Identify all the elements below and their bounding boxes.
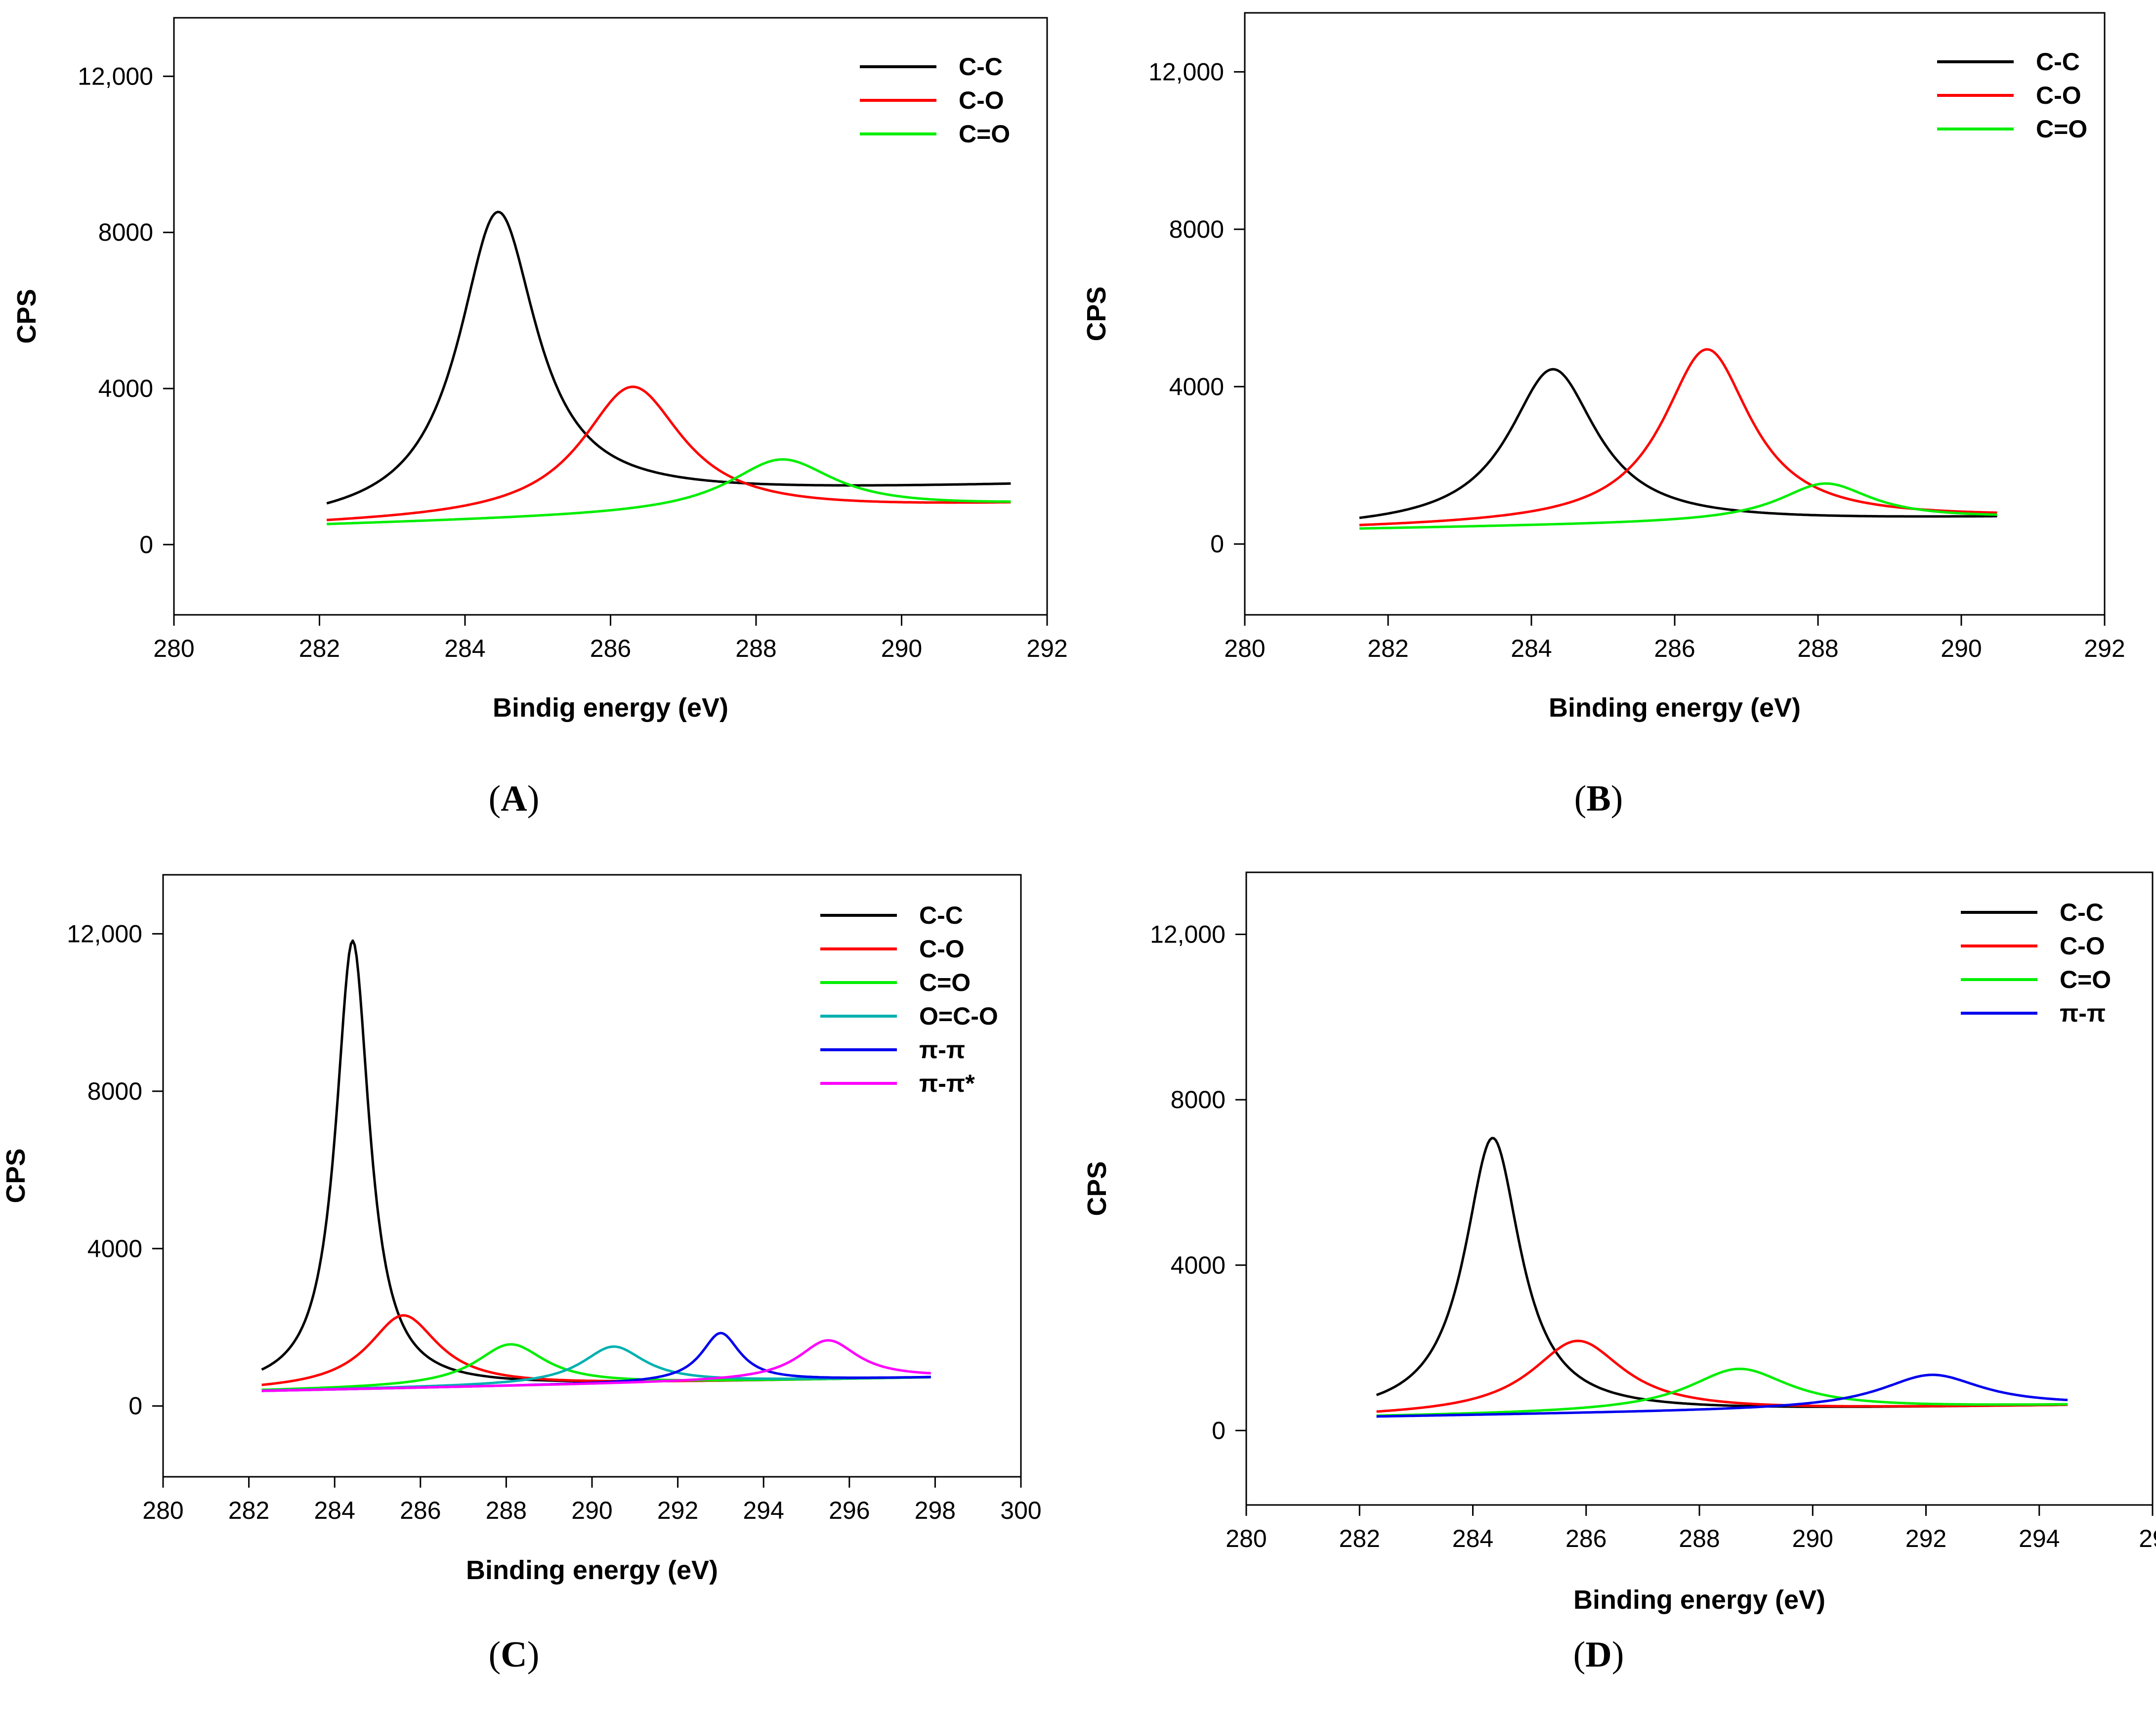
x-tick-label: 284: [444, 635, 485, 662]
y-tick-label: 8000: [87, 1077, 142, 1105]
x-tick-label: 286: [1565, 1525, 1606, 1552]
x-tick-label: 286: [1654, 635, 1695, 662]
x-tick-label: 292: [2084, 635, 2125, 662]
series-line-C=O: [1359, 482, 1997, 530]
x-tick-label: 284: [314, 1497, 355, 1524]
legend-label: C-O: [2060, 932, 2105, 960]
y-tick-label: 12,000: [1148, 58, 1224, 86]
panel-label: (A): [489, 778, 540, 819]
panel-label: (C): [489, 1634, 540, 1675]
x-axis-label: Bindig energy (eV): [493, 693, 728, 723]
series-line-C-O: [1359, 348, 1997, 526]
series-line-C-O: [327, 386, 1011, 521]
y-tick-label: 0: [1210, 530, 1224, 558]
series-line-π-π: [1376, 1373, 2068, 1418]
x-axis-label: Binding energy (eV): [1573, 1585, 1825, 1615]
x-tick-label: 284: [1511, 635, 1552, 662]
x-tick-label: 294: [743, 1497, 784, 1524]
x-tick-label: 292: [1905, 1525, 1946, 1552]
series-line-C-C: [1359, 368, 1997, 519]
x-tick-label: 290: [571, 1497, 612, 1524]
legend-label: C=O: [2036, 115, 2087, 143]
series-line-C-O: [261, 1314, 931, 1386]
series-line-π-π*: [261, 1339, 931, 1392]
x-tick-label: 286: [400, 1497, 441, 1524]
legend-label: π-π: [919, 1036, 965, 1064]
y-tick-label: 12,000: [78, 62, 153, 90]
y-tick-label: 8000: [1171, 1086, 1226, 1114]
legend-label: C=O: [2060, 966, 2111, 993]
panel-a: 280 282 284 286 288 290 292 0 4000 8000 12,000 Bind…: [12, 17, 1068, 819]
x-tick-label: 292: [1026, 635, 1067, 662]
x-tick-label: 280: [153, 635, 194, 662]
x-tick-label: 280: [1226, 1525, 1267, 1552]
series-line-C=O: [1376, 1368, 2068, 1417]
y-tick-label: 8000: [1169, 215, 1224, 243]
plot-frame: [162, 874, 1022, 1478]
y-tick-label: 0: [128, 1392, 142, 1420]
legend-label: C-C: [2036, 48, 2080, 76]
x-tick-label: 284: [1452, 1525, 1493, 1552]
y-tick-label: 0: [1212, 1416, 1226, 1444]
y-tick-label: 12,000: [1150, 920, 1226, 948]
y-tick-label: 4000: [87, 1235, 142, 1262]
series-line-C=O: [327, 458, 1011, 525]
panel-b: 280 282 284 286 288 290 292 0 4000 8000 12,000 Bind…: [1082, 12, 2125, 819]
x-tick-label: 288: [1679, 1525, 1720, 1552]
y-tick-label: 4000: [1169, 373, 1224, 400]
y-tick-label: 4000: [1171, 1251, 1226, 1279]
y-tick-label: 12,000: [67, 920, 142, 947]
y-axis-label: CPS: [1082, 1161, 1112, 1216]
x-tick-label: 288: [735, 635, 776, 662]
legend-label: C-O: [919, 935, 965, 963]
legend-label: C-O: [2036, 82, 2081, 109]
y-axis-label: CPS: [1, 1148, 31, 1203]
x-tick-label: 288: [1797, 635, 1838, 662]
x-tick-label: 280: [142, 1497, 183, 1524]
x-tick-label: 282: [299, 635, 340, 662]
x-tick-label: 286: [590, 635, 631, 662]
legend-label: π-π*: [919, 1070, 975, 1097]
x-tick-label: 294: [2019, 1525, 2060, 1552]
plot-frame: [173, 17, 1048, 616]
y-tick-label: 8000: [98, 218, 153, 246]
series-line-C-C: [326, 211, 1011, 505]
x-tick-label: 298: [915, 1497, 956, 1524]
panel-d: 2802822842862882902922942904000800012,00…: [1082, 871, 2156, 1675]
legend-label: C=O: [959, 120, 1010, 148]
series-line-C-C: [1376, 1137, 2068, 1408]
series-line-C-O: [1376, 1339, 2068, 1413]
legend-label: C=O: [919, 969, 971, 996]
x-tick-label: 282: [1367, 635, 1408, 662]
x-tick-label: 290: [1792, 1525, 1833, 1552]
x-axis-label: Binding energy (eV): [466, 1555, 718, 1585]
x-tick-label: 290: [881, 635, 922, 662]
y-tick-label: 0: [139, 531, 153, 558]
x-tick-label: 282: [228, 1497, 269, 1524]
x-tick-label: 300: [1000, 1497, 1041, 1524]
x-tick-label: 29: [2139, 1525, 2156, 1552]
y-tick-label: 4000: [98, 375, 153, 402]
x-tick-label: 280: [1224, 635, 1265, 662]
legend-label: C-C: [2060, 899, 2104, 926]
panel-label: (D): [1573, 1634, 1624, 1675]
x-tick-label: 288: [486, 1497, 527, 1524]
legend-label: C-C: [919, 901, 963, 929]
panel-c: 280 282 284 286 288 290 292 294 296 298 300 0 4000 80…: [1, 874, 1042, 1675]
x-tick-label: 296: [829, 1497, 870, 1524]
legend-label: C-O: [959, 86, 1004, 114]
x-tick-label: 282: [1339, 1525, 1380, 1552]
x-tick-label: 292: [657, 1497, 698, 1524]
y-axis-label: CPS: [1082, 286, 1111, 341]
legend-label: O=C-O: [919, 1002, 998, 1030]
x-axis-label: Binding energy (eV): [1549, 693, 1801, 723]
legend-label: C-C: [959, 53, 1003, 81]
y-axis-label: CPS: [12, 289, 42, 343]
x-tick-label: 290: [1941, 635, 1982, 662]
panel-label: (B): [1574, 778, 1623, 819]
legend-label: π-π: [2060, 999, 2106, 1027]
series-line-C-C: [261, 939, 931, 1383]
